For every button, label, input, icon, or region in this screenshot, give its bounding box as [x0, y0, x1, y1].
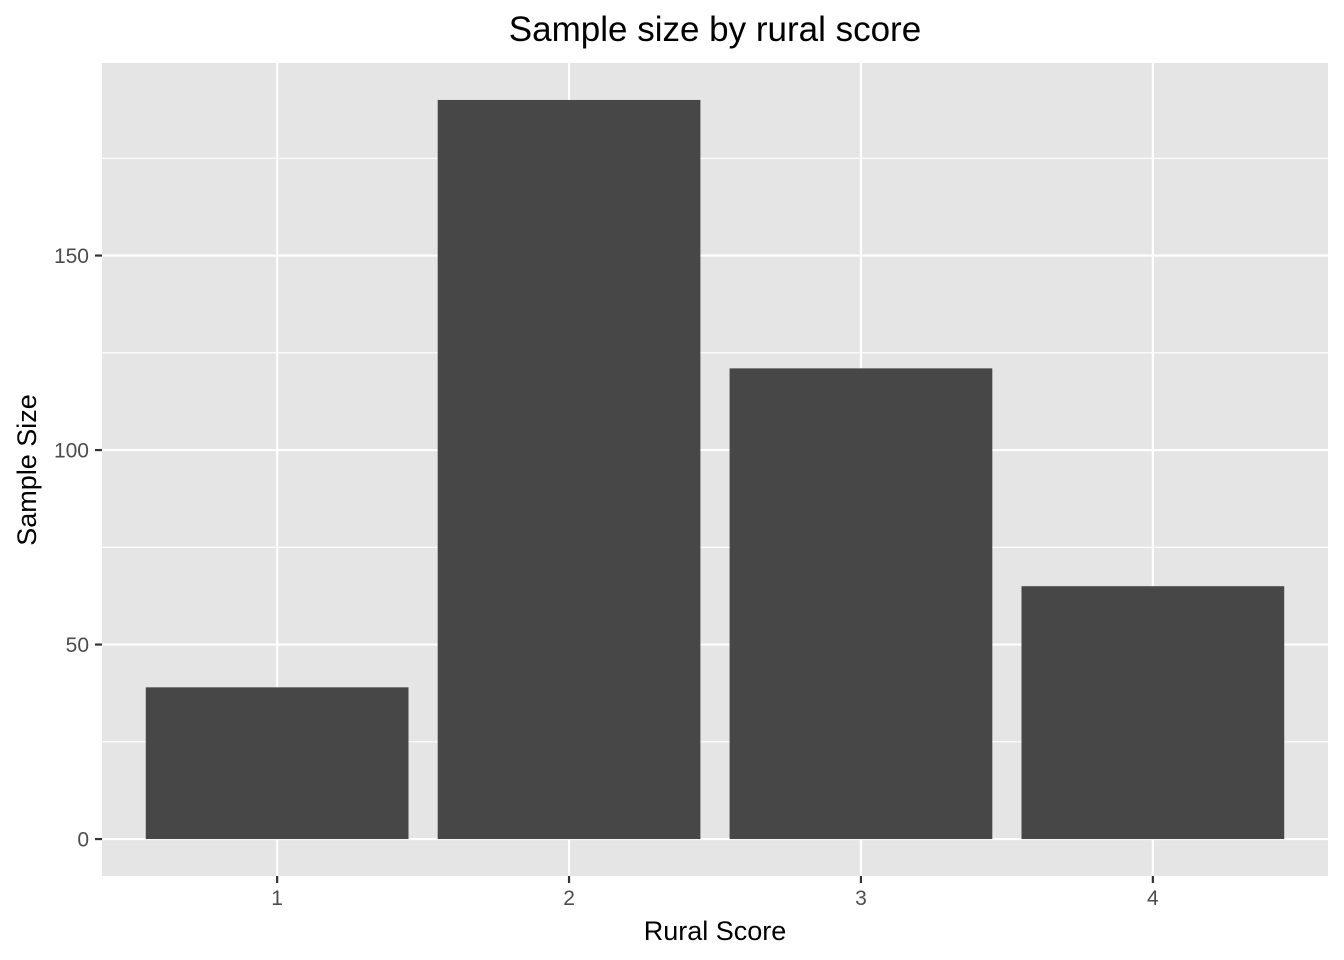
x-tick-label: 3 — [855, 887, 867, 910]
x-tick-label: 4 — [1147, 887, 1159, 910]
y-tick-label: 0 — [77, 829, 89, 852]
bar-3 — [729, 368, 993, 840]
x-tick-label: 1 — [271, 887, 283, 910]
bar-2 — [437, 99, 701, 840]
y-axis-title: Sample Size — [12, 394, 42, 546]
x-axis-title: Rural Score — [644, 916, 787, 946]
x-axis: 1 2 3 4 — [271, 876, 1159, 910]
y-axis: 0 50 100 150 — [54, 245, 102, 852]
y-tick-label: 100 — [54, 440, 89, 463]
x-tick-label: 2 — [563, 887, 575, 910]
bar-1 — [145, 687, 409, 840]
y-tick-label: 150 — [54, 245, 89, 268]
bar-4 — [1021, 586, 1285, 840]
chart-title: Sample size by rural score — [509, 10, 921, 49]
bars — [145, 99, 1285, 840]
y-tick-label: 50 — [66, 634, 89, 657]
